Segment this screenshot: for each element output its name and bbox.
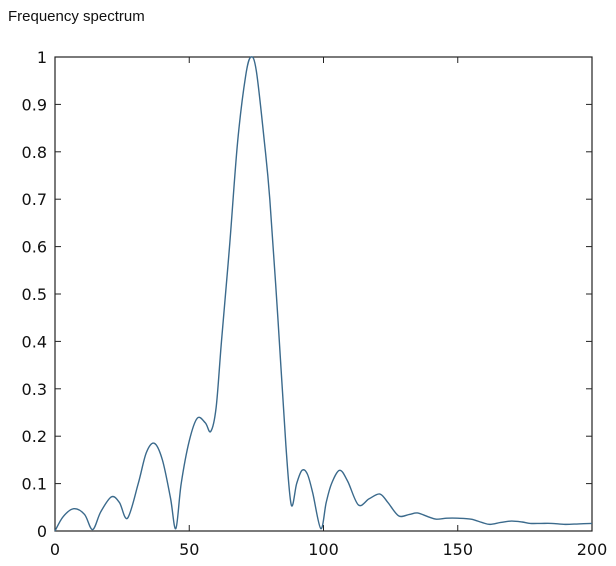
x-tick-label: 0: [50, 540, 60, 559]
x-tick-label: 150: [442, 540, 473, 559]
chart-title: Frequency spectrum: [8, 8, 145, 25]
y-tick-label: 0.3: [22, 380, 47, 399]
y-tick-label: 0.9: [22, 95, 47, 114]
y-tick-label: 0.1: [22, 475, 47, 494]
x-tick-label: 50: [179, 540, 199, 559]
y-tick-label: 0.5: [22, 285, 47, 304]
y-tick-label: 0.6: [22, 238, 47, 257]
y-tick-label: 0.2: [22, 427, 47, 446]
y-tick-label: 0.7: [22, 190, 47, 209]
plot-frame: [54, 56, 593, 532]
y-tick-label: 1: [37, 48, 47, 67]
y-tick-label: 0.4: [22, 332, 47, 351]
y-tick-label: 0: [37, 522, 47, 541]
spectrum-line: [54, 56, 593, 532]
x-tick-label: 100: [308, 540, 339, 559]
y-tick-label: 0.8: [22, 143, 47, 162]
x-tick-label: 200: [577, 540, 608, 559]
